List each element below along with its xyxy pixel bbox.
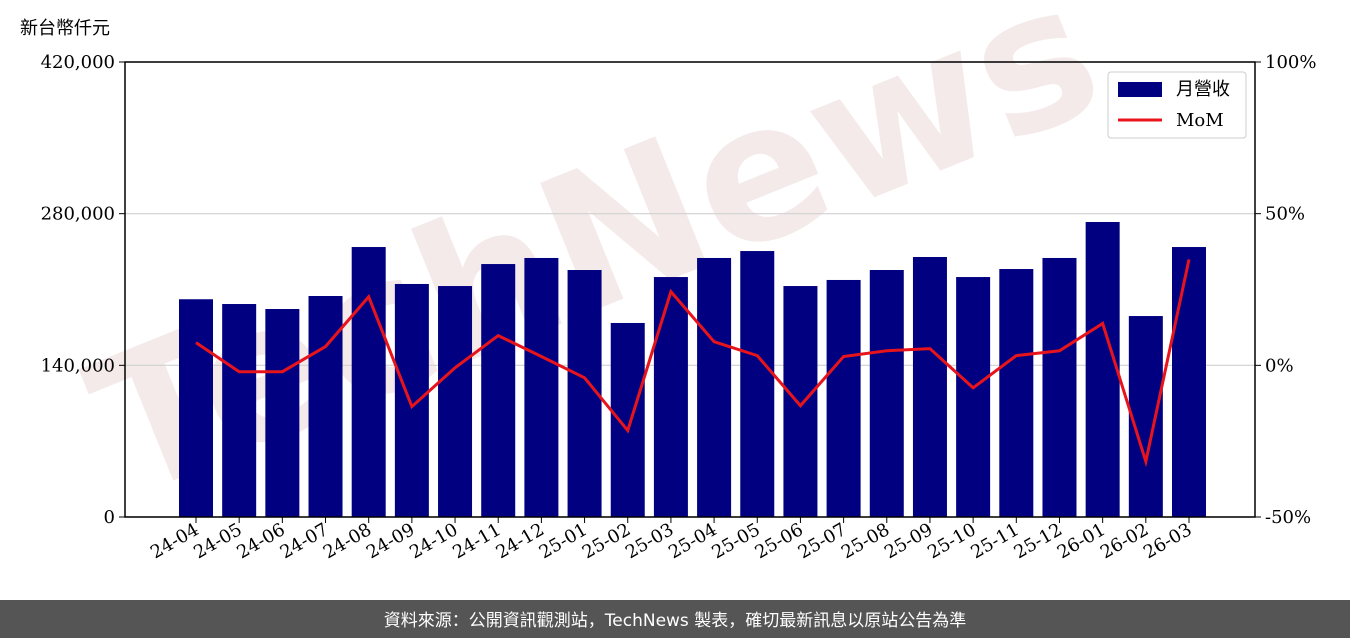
x-tick-label: 24-08 — [320, 519, 375, 563]
legend-swatch — [1118, 82, 1162, 97]
plot-frame — [124, 61, 1256, 518]
bar — [999, 269, 1034, 517]
x-tick-label: 25-05 — [708, 519, 763, 563]
x-tick-label: 25-08 — [838, 519, 893, 563]
bar — [1172, 247, 1206, 518]
y-tick-label: 0 — [104, 507, 115, 528]
x-tick-label: 24-05 — [190, 519, 245, 563]
x-tick-label: 26-02 — [1097, 519, 1152, 563]
legend-label: 月營收 — [1176, 79, 1230, 100]
bar — [1042, 257, 1077, 517]
y-tick-label: 280,000 — [41, 204, 115, 225]
bar — [1128, 316, 1163, 517]
x-tick-label: 25-12 — [1011, 519, 1066, 563]
x-tick-label: 25-03 — [622, 519, 677, 563]
x-tick-label: 24-12 — [492, 519, 547, 563]
bar — [265, 309, 300, 517]
x-tick-label: 25-02 — [579, 519, 634, 563]
bar — [912, 257, 947, 517]
legend-label: MoM — [1176, 110, 1224, 131]
bar — [351, 247, 386, 518]
x-tick-label: 24-07 — [277, 519, 332, 563]
bar — [438, 286, 473, 517]
y2-tick-label: 50% — [1265, 204, 1305, 225]
x-tick-label: 25-06 — [751, 519, 806, 563]
bar — [481, 264, 516, 517]
bar — [653, 277, 688, 517]
footer-bar — [0, 600, 1350, 638]
footer-text: 資料來源：公開資訊觀測站，TechNews 製表，確切最新訊息以原站公告為準 — [384, 611, 966, 631]
bar — [524, 257, 559, 517]
y-tick-label: 420,000 — [41, 52, 115, 73]
x-tick-label: 26-03 — [1140, 519, 1195, 563]
bar — [222, 304, 257, 517]
bar — [956, 277, 991, 517]
x-tick-label: 25-07 — [795, 519, 850, 563]
bar — [740, 251, 775, 517]
y-axis-unit: 新台幣仟元 — [20, 18, 110, 39]
x-tick-label: 25-11 — [967, 519, 1022, 563]
x-tick-label: 25-09 — [881, 519, 936, 563]
x-tick-label: 24-09 — [363, 519, 418, 563]
line — [195, 259, 1191, 468]
x-tick-label: 24-10 — [406, 519, 461, 563]
x-tick-label: 24-11 — [449, 519, 504, 563]
x-tick-label: 26-01 — [1054, 519, 1109, 563]
bar — [826, 279, 861, 517]
bar — [783, 286, 818, 517]
y2-tick-label: 100% — [1265, 52, 1316, 73]
y-tick-label: 140,000 — [41, 355, 115, 376]
x-tick-label: 25-10 — [924, 519, 979, 563]
bar — [179, 299, 213, 517]
bar — [394, 283, 429, 517]
bar — [869, 270, 904, 517]
bar — [610, 322, 645, 517]
bar — [1085, 222, 1120, 517]
y2-tick-label: 0% — [1265, 355, 1294, 376]
x-tick-label: 24-06 — [233, 519, 288, 563]
y2-tick-label: -50% — [1265, 507, 1311, 528]
bar — [697, 257, 732, 517]
x-tick-label: 25-04 — [665, 519, 720, 563]
bar — [308, 296, 343, 517]
x-tick-label: 25-01 — [536, 519, 591, 563]
